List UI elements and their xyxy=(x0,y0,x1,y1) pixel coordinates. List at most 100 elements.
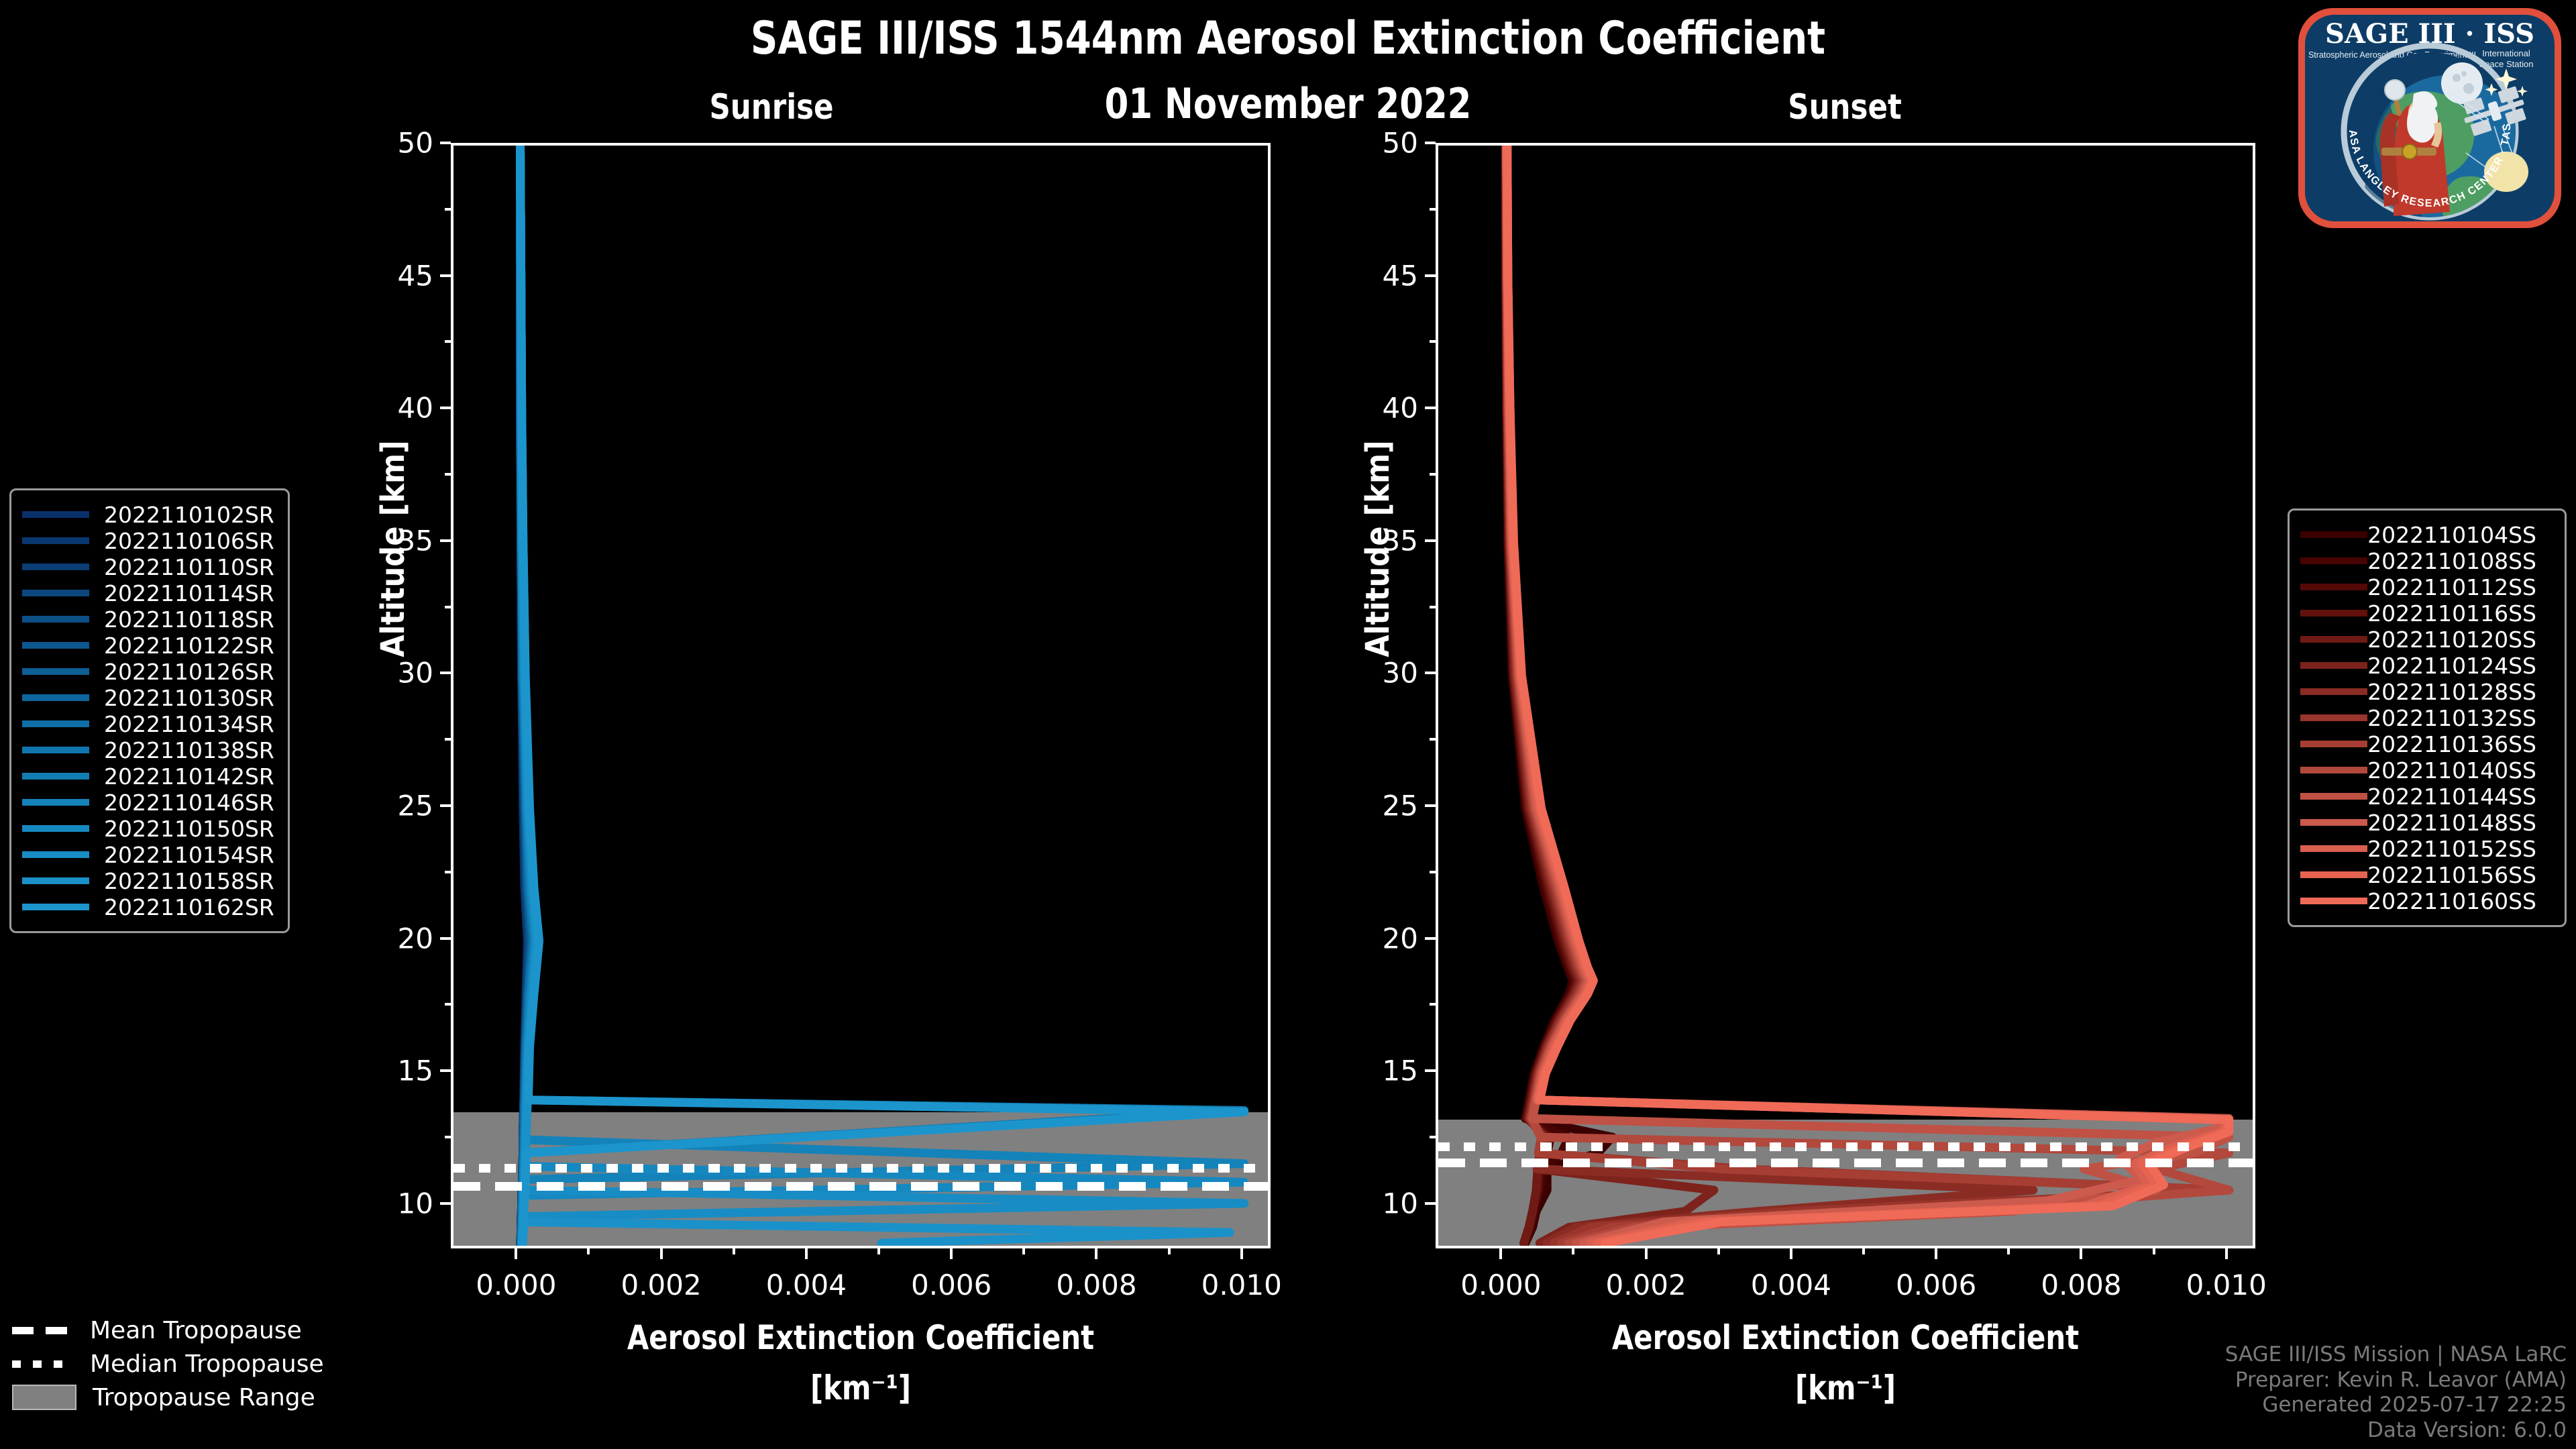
legend-item[interactable]: 2022110106SR xyxy=(22,527,274,554)
legend-item[interactable]: 2022110130SR xyxy=(22,684,274,711)
x-axis-title-left-line1: Aerosol Extinction Coefficient xyxy=(627,1318,1095,1357)
legend-item[interactable]: 2022110124SS xyxy=(2300,653,2551,679)
y-tick-label: 25 xyxy=(1382,789,1418,822)
legend-item[interactable]: 2022110114SR xyxy=(22,580,274,606)
data-curves-sunrise xyxy=(516,146,1249,1246)
legend-item-label: 2022110162SR xyxy=(104,894,274,920)
x-tick xyxy=(659,1248,663,1259)
legend-item[interactable]: 2022110158SR xyxy=(22,867,274,894)
y-tick-label: 15 xyxy=(397,1054,433,1087)
x-tick-label: 0.006 xyxy=(911,1269,992,1301)
legend-item[interactable]: 2022110150SR xyxy=(22,816,274,842)
y-tick xyxy=(440,274,451,277)
legend-item[interactable]: 2022110112SS xyxy=(2300,574,2551,600)
legend-color-swatch xyxy=(2300,531,2368,538)
legend-item-label: 2022110136SS xyxy=(2367,731,2536,757)
legend-item[interactable]: 2022110154SR xyxy=(22,842,274,868)
x-tick-label: 0.008 xyxy=(2041,1269,2122,1301)
legend-item[interactable]: 2022110126SR xyxy=(22,659,274,685)
y-tick-label: 45 xyxy=(397,259,433,292)
legend-color-swatch xyxy=(2300,636,2368,643)
legend-color-swatch xyxy=(2300,819,2368,826)
y-tick xyxy=(1425,1069,1436,1073)
tropopause-legend-item[interactable]: Median Tropopause xyxy=(12,1349,324,1379)
legend-color-swatch xyxy=(22,747,89,753)
series-line xyxy=(516,146,1249,1246)
legend-item[interactable]: 2022110120SS xyxy=(2300,627,2551,653)
legend-tropopause[interactable]: Mean Tropopause Median Tropopause Tropopau… xyxy=(12,1311,324,1416)
legend-item[interactable]: 2022110104SS xyxy=(2300,522,2551,548)
y-tick-minor xyxy=(1430,1003,1436,1006)
x-tick xyxy=(804,1248,808,1259)
legend-item[interactable]: 2022110110SR xyxy=(22,553,274,580)
panel-title-sunset: Sunset xyxy=(1788,87,1902,127)
sage-iii-iss-mission-patch-logo: SAGE III · ISS Stratospheric Aerosol and… xyxy=(2288,0,2567,232)
legend-color-swatch xyxy=(22,851,89,858)
legend-item[interactable]: 2022110108SS xyxy=(2300,548,2551,574)
legend-item[interactable]: 2022110128SS xyxy=(2300,679,2551,705)
x-tick-minor xyxy=(877,1248,881,1254)
legend-item-label: 2022110102SR xyxy=(104,501,274,528)
legend-item[interactable]: 2022110136SS xyxy=(2300,731,2551,757)
y-tick-minor xyxy=(1430,473,1436,476)
legend-item[interactable]: 2022110118SR xyxy=(22,606,274,633)
legend-item[interactable]: 2022110138SR xyxy=(22,737,274,763)
legend-color-swatch xyxy=(22,825,89,832)
legend-item-label: 2022110146SR xyxy=(104,789,274,816)
x-tick xyxy=(2080,1248,2083,1259)
legend-color-swatch xyxy=(2300,871,2368,878)
legend-sunset[interactable]: 2022110104SS 2022110108SS 2022110112SS 2022… xyxy=(2288,508,2567,927)
legend-item[interactable]: 2022110142SR xyxy=(22,763,274,790)
y-tick-label: 20 xyxy=(397,922,433,955)
legend-item[interactable]: 2022110102SR xyxy=(22,501,274,528)
legend-item-label: 2022110110SR xyxy=(104,553,274,580)
legend-item[interactable]: 2022110148SS xyxy=(2300,810,2551,836)
mean-tropopause-line-right xyxy=(1438,1158,2253,1167)
x-tick-label: 0.002 xyxy=(1605,1269,1686,1301)
legend-item[interactable]: 2022110146SR xyxy=(22,789,274,816)
legend-item[interactable]: 2022110156SS xyxy=(2300,862,2551,888)
legend-color-swatch xyxy=(2300,714,2368,721)
x-tick xyxy=(950,1248,953,1259)
x-tick xyxy=(1789,1248,1792,1259)
legend-item[interactable]: 2022110116SS xyxy=(2300,600,2551,627)
legend-item-label: 2022110114SR xyxy=(104,580,274,606)
legend-item[interactable]: 2022110144SS xyxy=(2300,784,2551,810)
legend-sunrise[interactable]: 2022110102SR 2022110106SR 2022110110SR 2022… xyxy=(9,488,290,933)
legend-item[interactable]: 2022110160SS xyxy=(2300,888,2551,914)
tropopause-legend-item[interactable]: Mean Tropopause xyxy=(12,1316,324,1345)
legend-item-label: 2022110130SR xyxy=(104,684,274,711)
legend-color-swatch xyxy=(2300,767,2368,773)
tropopause-legend-swatch xyxy=(12,1385,76,1410)
legend-item[interactable]: 2022110140SS xyxy=(2300,757,2551,784)
y-tick xyxy=(440,142,451,144)
tropopause-legend-label: Median Tropopause xyxy=(90,1350,324,1378)
legend-item-label: 2022110152SS xyxy=(2367,835,2536,862)
y-tick xyxy=(1425,1201,1436,1205)
legend-item[interactable]: 2022110122SR xyxy=(22,633,274,659)
y-tick-minor xyxy=(1430,605,1436,608)
series-line xyxy=(1503,146,2234,1246)
y-tick xyxy=(1425,672,1436,675)
legend-item[interactable]: 2022110134SR xyxy=(22,711,274,737)
y-tick xyxy=(440,672,451,675)
y-tick-label: 25 xyxy=(397,789,433,822)
plot-area-sunrise xyxy=(451,143,1271,1248)
tropopause-legend-item[interactable]: Tropopause Range xyxy=(12,1383,324,1412)
legend-color-swatch xyxy=(2300,584,2368,590)
legend-color-swatch xyxy=(22,537,89,544)
legend-item[interactable]: 2022110152SS xyxy=(2300,835,2551,862)
y-tick-label: 35 xyxy=(397,524,433,557)
y-tick-minor xyxy=(445,473,451,476)
legend-item[interactable]: 2022110132SS xyxy=(2300,705,2551,731)
y-tick-label: 30 xyxy=(397,656,433,690)
legend-item-label: 2022110106SR xyxy=(104,527,274,554)
y-tick xyxy=(440,804,451,807)
y-tick xyxy=(440,407,451,410)
legend-item-label: 2022110158SR xyxy=(104,867,274,894)
legend-item[interactable]: 2022110162SR xyxy=(22,894,274,920)
y-tick-label: 20 xyxy=(1382,922,1418,955)
y-tick xyxy=(440,1069,451,1073)
y-tick-label: 40 xyxy=(1382,391,1418,425)
